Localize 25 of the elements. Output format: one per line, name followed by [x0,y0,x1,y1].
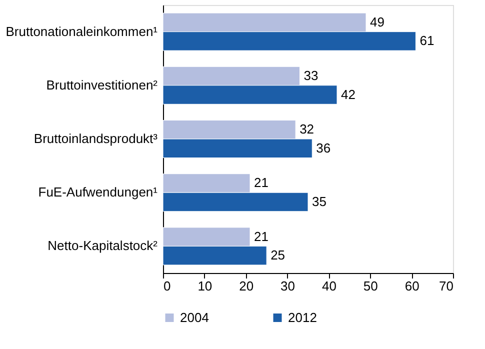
data-label: 33 [304,68,318,84]
y-tick-label: Bruttoinvestitionen² [46,77,158,92]
data-label: 35 [312,194,326,209]
data-label: 49 [370,14,384,30]
x-tick-label: 40 [322,278,336,294]
x-tick-label: 30 [280,278,296,294]
x-tick-label: 10 [198,278,212,294]
x-tick-label: 70 [439,278,454,294]
data-label: 32 [300,122,314,137]
data-label: 61 [420,33,434,48]
legend-label: 2004 [180,310,209,325]
data-label: 42 [341,86,356,102]
x-tick-label: 20 [239,278,254,294]
data-label: 36 [316,140,331,156]
x-tick-label: 60 [404,278,420,294]
legend-label: 2012 [288,310,317,325]
data-label: 21 [254,228,268,244]
y-tick-label: Bruttonationaleinkommen¹ [6,24,158,39]
x-tick-label: 50 [363,278,378,294]
data-label: 25 [270,248,286,263]
y-tick-label: Netto-Kapitalstock² [48,238,158,254]
y-tick-label: Bruttoinlandsprodukt³ [34,131,158,146]
data-label: 21 [254,175,268,190]
x-tick-label: 0 [164,278,171,294]
y-tick-label: FuE-Aufwendungen¹ [38,184,158,200]
